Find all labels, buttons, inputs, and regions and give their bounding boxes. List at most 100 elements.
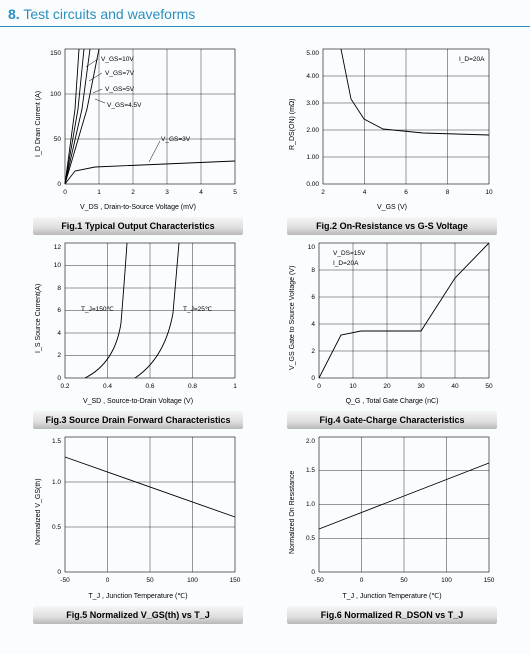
svg-text:100: 100 bbox=[441, 577, 452, 584]
svg-text:5.00: 5.00 bbox=[306, 50, 319, 57]
section-header: 8. Test circuits and waveforms bbox=[0, 0, 530, 27]
panel-fig3: I_S Source Current(A) T_J=150℃ T_J=25℃ bbox=[20, 239, 256, 429]
svg-text:100: 100 bbox=[187, 577, 198, 584]
svg-text:50: 50 bbox=[485, 383, 493, 390]
caption-fig2: Fig.2 On-Resistance vs G-S Voltage bbox=[287, 217, 497, 235]
caption-fig3: Fig.3 Source Drain Forward Characteristi… bbox=[33, 411, 243, 429]
svg-text:6: 6 bbox=[311, 294, 315, 301]
svg-text:4: 4 bbox=[57, 330, 61, 337]
svg-text:4: 4 bbox=[311, 321, 315, 328]
svg-text:30: 30 bbox=[417, 383, 425, 390]
svg-text:8: 8 bbox=[311, 267, 315, 274]
svg-text:0: 0 bbox=[311, 375, 315, 382]
svg-text:0.6: 0.6 bbox=[145, 383, 154, 390]
svg-text:0: 0 bbox=[359, 577, 363, 584]
ylabel-fig3: I_S Source Current(A) bbox=[34, 239, 43, 397]
chart-fig3: T_J=150℃ T_J=25℃ 0 2 4 6 8 10 12 0.2 0.4… bbox=[43, 239, 243, 397]
lbl-vgs5: V_GS=5V bbox=[105, 86, 135, 93]
svg-text:40: 40 bbox=[451, 383, 459, 390]
ylabel-fig4: V_GS Gate to Source Voltage (V) bbox=[288, 239, 297, 397]
cond-f2: I_D=20A bbox=[459, 56, 485, 63]
ylabel-fig5: Normalized V_GS(th) bbox=[34, 433, 43, 591]
svg-text:0.2: 0.2 bbox=[60, 383, 69, 390]
svg-text:150: 150 bbox=[229, 577, 240, 584]
svg-text:0: 0 bbox=[317, 383, 321, 390]
svg-text:8: 8 bbox=[445, 189, 449, 196]
svg-text:1: 1 bbox=[233, 383, 237, 390]
svg-text:1.5: 1.5 bbox=[305, 467, 314, 474]
xlabel-fig3: V_SD , Source-to-Drain Voltage (V) bbox=[83, 398, 193, 405]
cond-f4a: V_DS=15V bbox=[333, 250, 366, 257]
svg-text:0: 0 bbox=[57, 181, 61, 188]
svg-text:4: 4 bbox=[199, 189, 203, 196]
lbl-vgs7: V_GS=7V bbox=[105, 70, 135, 77]
svg-text:8: 8 bbox=[57, 285, 61, 292]
svg-text:3: 3 bbox=[165, 189, 169, 196]
svg-text:2: 2 bbox=[131, 189, 135, 196]
svg-text:2.0: 2.0 bbox=[305, 438, 314, 445]
svg-text:50: 50 bbox=[400, 577, 408, 584]
svg-text:20: 20 bbox=[383, 383, 391, 390]
panel-fig6: Normalized On Resistance 0 0.5 1.0 1.5 2… bbox=[274, 433, 510, 624]
lbl-vgs3: V_GS=3V bbox=[161, 136, 191, 143]
caption-fig6: Fig.6 Normalized R_DSON vs T_J bbox=[287, 606, 497, 624]
caption-fig4: Fig.4 Gate-Charge Characteristics bbox=[287, 411, 497, 429]
ylabel-fig2: R_DS(ON) (mΩ) bbox=[288, 45, 297, 203]
chart-fig2: I_D=20A 0.00 1.00 2.00 3.00 4.00 5.00 2 … bbox=[297, 45, 497, 203]
svg-text:6: 6 bbox=[404, 189, 408, 196]
svg-text:1: 1 bbox=[97, 189, 101, 196]
ylabel-fig1: I_D Drain Current (A) bbox=[34, 45, 43, 203]
svg-text:2: 2 bbox=[321, 189, 325, 196]
svg-text:2: 2 bbox=[311, 348, 315, 355]
chart-fig1: V_GS=10V V_GS=7V V_GS=5V V_GS=4.5V V_GS=… bbox=[43, 45, 243, 203]
svg-text:10: 10 bbox=[349, 383, 357, 390]
cond-150: T_J=150℃ bbox=[81, 306, 114, 313]
xlabel-fig6: T_J , Junction Temperature (℃) bbox=[342, 592, 441, 600]
caption-fig5: Fig.5 Normalized V_GS(th) vs T_J bbox=[33, 606, 243, 624]
xlabel-fig1: V_DS , Drain-to-Source Voltage (mV) bbox=[80, 204, 196, 211]
section-title: Test circuits and waveforms bbox=[23, 6, 195, 22]
svg-text:1.0: 1.0 bbox=[305, 501, 314, 508]
svg-text:-50: -50 bbox=[314, 577, 324, 584]
svg-text:50: 50 bbox=[53, 136, 61, 143]
xlabel-fig4: Q_G , Total Gate Charge (nC) bbox=[346, 398, 439, 405]
svg-text:0: 0 bbox=[57, 375, 61, 382]
svg-text:0.8: 0.8 bbox=[187, 383, 196, 390]
charts-grid: I_D Drain Current (A) bbox=[0, 45, 530, 624]
svg-text:0: 0 bbox=[105, 577, 109, 584]
lbl-vgs10: V_GS=10V bbox=[101, 56, 134, 63]
svg-text:2.00: 2.00 bbox=[306, 127, 319, 134]
svg-text:0: 0 bbox=[63, 189, 67, 196]
svg-text:10: 10 bbox=[307, 244, 315, 251]
ylabel-fig6: Normalized On Resistance bbox=[288, 433, 297, 591]
xlabel-fig2: V_GS (V) bbox=[377, 204, 407, 211]
svg-text:1.00: 1.00 bbox=[306, 154, 319, 161]
svg-text:10: 10 bbox=[485, 189, 493, 196]
svg-text:3.00: 3.00 bbox=[306, 100, 319, 107]
svg-text:4: 4 bbox=[362, 189, 366, 196]
svg-text:5: 5 bbox=[233, 189, 237, 196]
svg-text:4.00: 4.00 bbox=[306, 73, 319, 80]
svg-text:0.5: 0.5 bbox=[51, 524, 60, 531]
svg-text:0.4: 0.4 bbox=[102, 383, 111, 390]
svg-text:50: 50 bbox=[146, 577, 154, 584]
svg-text:6: 6 bbox=[57, 307, 61, 314]
panel-fig1: I_D Drain Current (A) bbox=[20, 45, 256, 235]
svg-text:150: 150 bbox=[50, 50, 61, 57]
svg-text:0: 0 bbox=[311, 569, 315, 576]
cond-f4b: I_D=20A bbox=[333, 260, 359, 267]
chart-fig6: 0 0.5 1.0 1.5 2.0 -50 0 50 100 150 bbox=[297, 433, 497, 591]
lbl-vgs45: V_GS=4.5V bbox=[107, 102, 142, 109]
svg-text:150: 150 bbox=[483, 577, 494, 584]
panel-fig4: V_GS Gate to Source Voltage (V) V_DS=15V… bbox=[274, 239, 510, 429]
svg-text:2: 2 bbox=[57, 352, 61, 359]
xlabel-fig5: T_J , Junction Temperature (℃) bbox=[88, 592, 187, 600]
svg-text:-50: -50 bbox=[60, 577, 70, 584]
chart-fig4: V_DS=15V I_D=20A 0 2 4 6 8 10 0 10 20 30… bbox=[297, 239, 497, 397]
panel-fig5: Normalized V_GS(th) 0 0.5 1.0 1.5 -50 0 bbox=[20, 433, 256, 624]
svg-text:12: 12 bbox=[53, 244, 61, 251]
panel-fig2: R_DS(ON) (mΩ) I_D=20A 0.00 1.00 2.00 bbox=[274, 45, 510, 235]
caption-fig1: Fig.1 Typical Output Characteristics bbox=[33, 217, 243, 235]
svg-text:0: 0 bbox=[57, 569, 61, 576]
svg-text:10: 10 bbox=[53, 262, 61, 269]
